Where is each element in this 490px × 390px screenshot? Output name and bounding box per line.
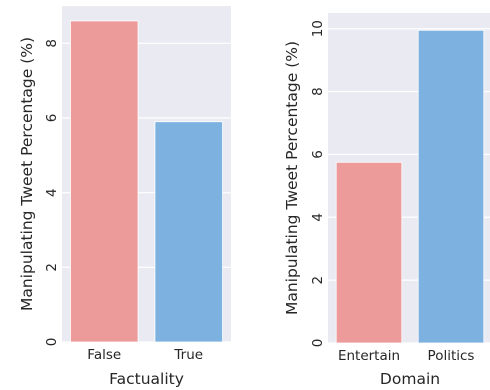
y-tick-label-2: 2 bbox=[310, 276, 326, 285]
x-axis-label: Factuality bbox=[109, 370, 184, 388]
y-tick-label-10: 10 bbox=[310, 20, 326, 37]
y-tick-label-2: 2 bbox=[44, 263, 60, 272]
chart-panel-factuality: 0 2 4 6 8 False True Factuality Manipulating Twe… bbox=[18, 6, 231, 388]
y-tick-label-0: 0 bbox=[44, 338, 60, 347]
y-tick-label-0: 0 bbox=[310, 339, 326, 348]
y-tick-label-4: 4 bbox=[44, 188, 60, 197]
bar-politics bbox=[417, 29, 485, 344]
x-tick-label-entertain: Entertain bbox=[338, 348, 400, 364]
x-axis-label: Domain bbox=[380, 370, 440, 388]
x-tick-label-politics: Politics bbox=[428, 348, 475, 364]
bar-false bbox=[70, 20, 139, 343]
x-tick-label-true: True bbox=[173, 347, 203, 363]
y-tick-label-4: 4 bbox=[310, 213, 326, 222]
y-axis-label: Manipulating Tweet Percentage (%) bbox=[283, 41, 301, 315]
bar-entertain bbox=[335, 161, 403, 344]
x-tick-label-false: False bbox=[87, 347, 121, 363]
y-tick-label-8: 8 bbox=[44, 39, 60, 48]
y-tick-label-8: 8 bbox=[310, 87, 326, 96]
y-axis-label: Manipulating Tweet Percentage (%) bbox=[18, 37, 36, 311]
y-tick-label-6: 6 bbox=[310, 150, 326, 159]
y-tick-label-6: 6 bbox=[44, 114, 60, 123]
bar-true bbox=[154, 121, 223, 343]
chart-panel-domain: 0 2 4 6 8 10 Entertain Politics Domain Manipulati… bbox=[283, 13, 490, 388]
